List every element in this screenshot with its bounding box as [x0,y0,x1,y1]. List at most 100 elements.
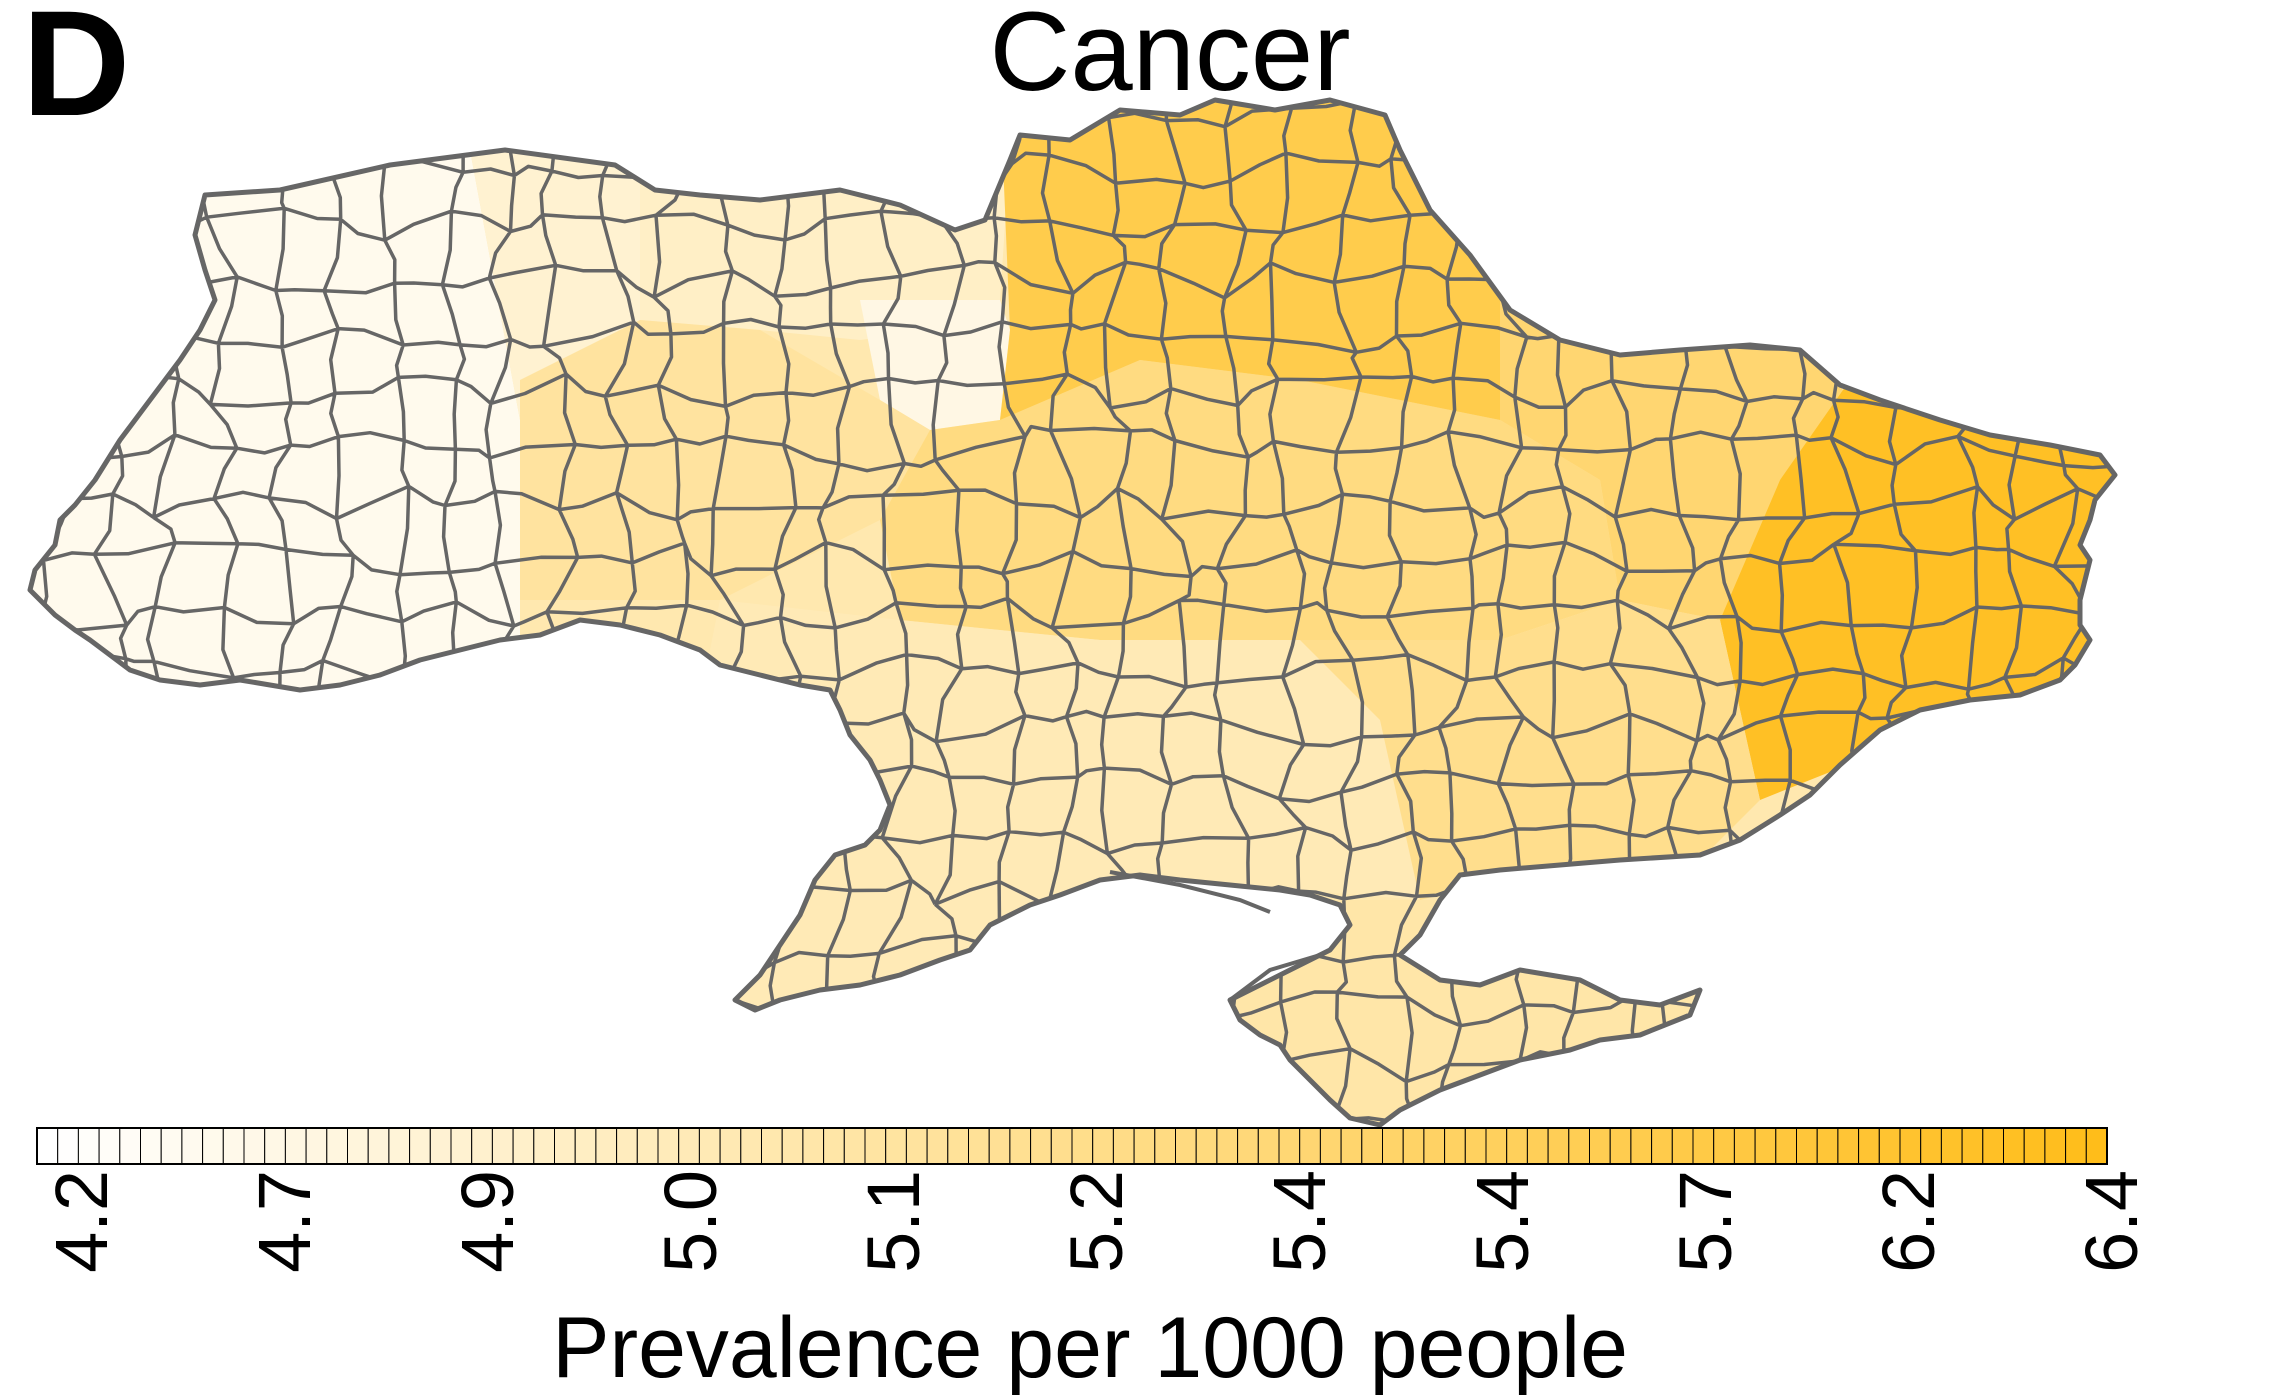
legend-cell [1630,1127,1653,1165]
legend-cell [1568,1127,1591,1165]
legend-cell [1402,1127,1425,1165]
legend-cell [2044,1127,2067,1165]
legend-cell [1506,1127,1528,1165]
legend-cell [988,1127,1011,1165]
legend-cell [1754,1127,1777,1165]
legend-tick-label: 5.4 [1461,1170,1544,1273]
legend-cell [574,1127,597,1165]
legend-cell [740,1127,762,1165]
legend-cell [140,1127,162,1165]
legend-cell [1651,1127,1673,1165]
legend-cell [1485,1127,1508,1165]
legend-cell [1713,1127,1735,1165]
legend-cell [1278,1127,1301,1165]
legend-cell [36,1127,59,1165]
crimea-isthmus-border [1228,953,1321,1002]
legend-cell [491,1127,514,1165]
legend-cell [905,1127,928,1165]
legend-cell [1464,1127,1487,1165]
legend-cell [326,1127,348,1165]
legend-cell [926,1127,949,1165]
legend-cell [388,1127,411,1165]
legend-cell [1257,1127,1280,1165]
legend-cell [1071,1127,1094,1165]
legend-cell [1526,1127,1549,1165]
legend-cell [284,1127,307,1165]
legend-cell [698,1127,721,1165]
legend-cell [1858,1127,1880,1165]
legend-cell [781,1127,804,1165]
legend-tick-label: 5.4 [1258,1170,1341,1273]
legend-cell [243,1127,266,1165]
legend-title: Prevalence per 1000 people [552,1300,1628,1396]
legend-cell [616,1127,638,1165]
legend-cell [1609,1127,1632,1165]
legend-cell [429,1127,452,1165]
legend-cell [1299,1127,1321,1165]
legend-cell [1982,1127,2005,1165]
legend-cell [1547,1127,1570,1165]
legend-tick-label: 5.2 [1055,1170,1138,1273]
legend-cell [947,1127,969,1165]
legend-cell [2085,1127,2108,1165]
legend-cell [2003,1127,2025,1165]
legend-cell [202,1127,224,1165]
legend-cell [1092,1127,1114,1165]
legend-cell [450,1127,473,1165]
legend-cell [119,1127,142,1165]
legend-cell [1775,1127,1798,1165]
zone-north-east [1000,100,1500,420]
legend-cell [1175,1127,1197,1165]
azov-spit [1109,870,1271,914]
legend-cell [1361,1127,1384,1165]
color-legend: 4.24.74.95.05.15.25.45.45.76.26.4≤ [36,1127,2153,1273]
legend-cell [678,1127,700,1165]
legend-cell [1444,1127,1466,1165]
legend-tick-labels: 4.24.74.95.05.15.25.45.45.76.26.4≤ [40,1170,2153,1273]
legend-cell [595,1127,618,1165]
legend-cell [1671,1127,1694,1165]
map-title: Cancer [989,0,1351,114]
legend-cell [347,1127,369,1165]
legend-cell [471,1127,493,1165]
legend-cell [1940,1127,1963,1165]
legend-cell [160,1127,183,1165]
legend-cell [1878,1127,1901,1165]
legend-tick-label: 6.2 [1867,1170,1950,1273]
legend-cell [1816,1127,1839,1165]
legend-cell [1961,1127,1984,1165]
legend-cell [885,1127,907,1165]
legend-cell [181,1127,204,1165]
choropleth-map [0,0,2275,1140]
legend-tick-label: 5.0 [649,1170,732,1273]
legend-tick-label: 4.2 [40,1170,123,1273]
legend-cell [264,1127,286,1165]
legend-cell [1423,1127,1446,1165]
legend-cell [2023,1127,2046,1165]
legend-cell [1899,1127,1922,1165]
legend-cell [823,1127,845,1165]
panel-letter: D [22,0,131,147]
legend-colorbar-frame [36,1127,2108,1165]
legend-cell [1382,1127,1404,1165]
legend-cell [367,1127,390,1165]
legend-cell [305,1127,328,1165]
zone-east [1500,300,1850,620]
legend-tick-label: 6.4 [2070,1170,2153,1273]
legend-cell [1733,1127,1756,1165]
legend-cell [222,1127,245,1165]
legend-cell [1920,1127,1942,1165]
legend-cell [968,1127,990,1165]
legend-tick-label: 5.7 [1664,1170,1747,1273]
legend-tick-label: 4.9 [446,1170,529,1273]
legend-cell [719,1127,742,1165]
legend-cell [802,1127,825,1165]
legend-cell [843,1127,866,1165]
legend-cell [636,1127,659,1165]
legend-cell [554,1127,576,1165]
legend-cell [409,1127,431,1165]
legend-cell [657,1127,680,1165]
legend-cell [1837,1127,1860,1165]
legend-cell [1195,1127,1218,1165]
legend-cell [77,1127,100,1165]
